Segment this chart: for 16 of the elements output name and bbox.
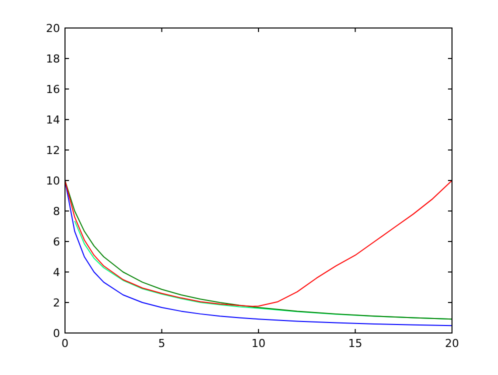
x-tick-label: 10 bbox=[252, 337, 266, 350]
y-tick-label: 6 bbox=[53, 236, 60, 248]
y-tick-label: 18 bbox=[46, 52, 60, 66]
y-tick-label: 14 bbox=[46, 114, 60, 126]
x-tick-label: 5 bbox=[158, 337, 166, 350]
y-tick-label: 0 bbox=[53, 327, 60, 340]
y-tick-label: 8 bbox=[53, 205, 60, 218]
x-tick-label: 20 bbox=[445, 337, 459, 350]
y-tick-label: 12 bbox=[46, 144, 60, 157]
x-tick-label: 15 bbox=[348, 337, 362, 350]
y-tick-label: 10 bbox=[46, 174, 60, 188]
y-tick-label: 20 bbox=[46, 22, 60, 35]
y-tick-label: 2 bbox=[53, 296, 60, 310]
x-tick-label: 0 bbox=[62, 337, 68, 350]
y-tick-label: 4 bbox=[53, 266, 60, 279]
y-tick-label: 16 bbox=[46, 83, 60, 96]
